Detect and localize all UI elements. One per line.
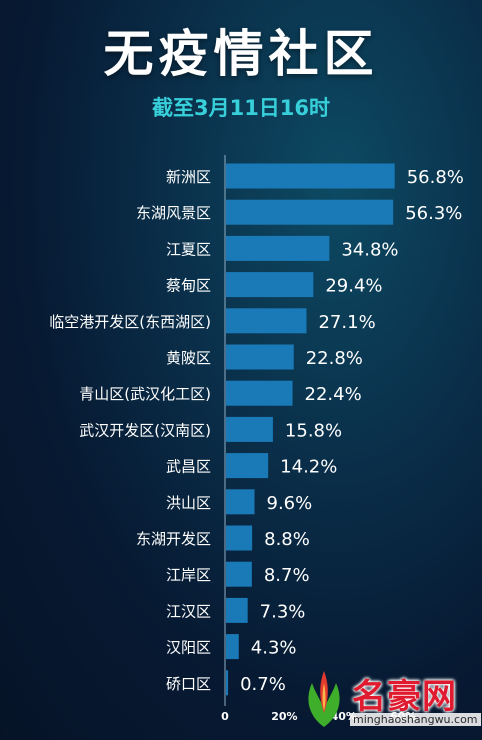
value-label: 8.8% xyxy=(264,529,310,550)
bar xyxy=(226,525,253,551)
leaf-logo-icon xyxy=(308,671,340,727)
category-label: 武昌区 xyxy=(166,458,211,476)
value-label: 15.8% xyxy=(285,420,342,441)
value-label: 56.3% xyxy=(405,203,462,224)
value-label: 22.4% xyxy=(305,384,362,405)
bar xyxy=(226,308,307,334)
watermark-url: minghaoshangwu.com xyxy=(350,713,481,726)
category-label: 青山区(武汉化工区) xyxy=(79,385,211,403)
bar xyxy=(226,561,252,587)
bar xyxy=(226,453,269,479)
category-label: 临空港开发区(东西湖区) xyxy=(49,313,211,331)
x-tick-label: 20% xyxy=(271,710,297,723)
category-label: 黄陂区 xyxy=(166,349,211,367)
watermark: 名豪网 minghaoshangwu.com xyxy=(300,665,481,737)
bar xyxy=(226,235,330,261)
value-label: 22.8% xyxy=(306,348,363,369)
bar xyxy=(226,344,294,370)
category-label: 江夏区 xyxy=(166,240,211,258)
value-label: 34.8% xyxy=(341,239,398,260)
chart-title: 无疫情社区 xyxy=(103,25,379,83)
bar xyxy=(226,489,255,515)
x-tick-label: 0 xyxy=(221,710,229,723)
bar xyxy=(226,272,314,298)
value-label: 56.8% xyxy=(407,167,464,188)
value-label: 7.3% xyxy=(260,601,306,622)
bar xyxy=(226,634,239,660)
value-label: 0.7% xyxy=(240,674,286,695)
category-label: 新洲区 xyxy=(166,168,211,186)
category-label: 硚口区 xyxy=(166,675,211,693)
category-label: 东湖开发区 xyxy=(136,530,211,548)
bar xyxy=(226,380,293,406)
category-label: 汉阳区 xyxy=(166,639,211,657)
bar xyxy=(226,670,229,696)
category-label: 江岸区 xyxy=(166,566,211,584)
value-label: 8.7% xyxy=(264,565,310,586)
chart-subtitle: 截至3月11日16时 xyxy=(151,96,331,120)
value-label: 9.6% xyxy=(267,493,313,514)
bar xyxy=(226,199,394,225)
category-label: 东湖风景区 xyxy=(136,204,211,222)
value-label: 27.1% xyxy=(318,312,375,333)
value-label: 29.4% xyxy=(325,276,382,297)
bar xyxy=(226,597,248,623)
bar xyxy=(226,416,273,442)
watermark-name: 名豪网 xyxy=(352,677,457,717)
category-label: 蔡甸区 xyxy=(166,277,211,295)
category-label: 武汉开发区(汉南区) xyxy=(79,421,211,439)
value-label: 4.3% xyxy=(251,638,297,659)
category-label: 洪山区 xyxy=(166,494,211,512)
bar xyxy=(226,163,395,189)
value-label: 14.2% xyxy=(280,457,337,478)
category-label: 江汉区 xyxy=(166,602,211,620)
